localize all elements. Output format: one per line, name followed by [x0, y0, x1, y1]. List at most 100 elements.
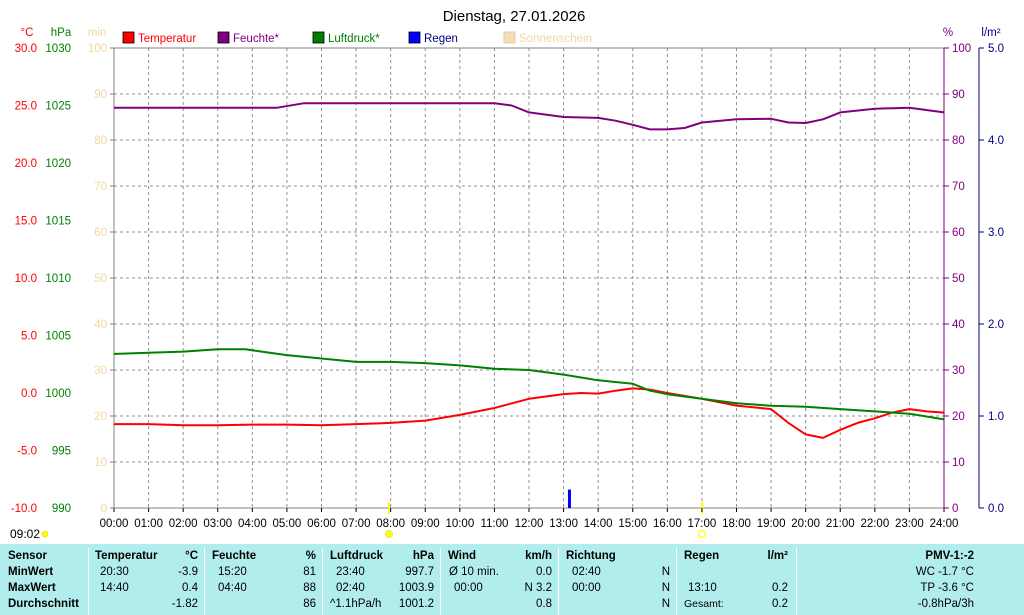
pressure-axis-tick-label: 990 — [52, 503, 71, 515]
avg-pmv-value: -0.8hPa/3h — [917, 598, 974, 610]
chart-grid — [114, 48, 944, 508]
temperature-axis-tick-label: 15.0 — [15, 216, 37, 228]
x-tick-label: 17:00 — [688, 518, 717, 530]
max-dir-value: N — [661, 582, 670, 594]
header-humidity-unit: % — [305, 550, 316, 562]
sunrise-dot — [385, 530, 393, 538]
row-min-label: MinWert — [8, 566, 54, 578]
header-pressure-unit: hPa — [412, 550, 434, 562]
avg-rain-label: Gesamt: — [684, 598, 724, 610]
x-tick-label: 06:00 — [307, 518, 336, 530]
temperature-axis-tick-label: 20.0 — [15, 158, 37, 170]
pressure-axis-tick-label: 1005 — [45, 331, 71, 343]
x-tick-label: 02:00 — [169, 518, 198, 530]
x-tick-label: 20:00 — [791, 518, 820, 530]
min-wind-label: Ø 10 min. — [449, 566, 499, 578]
rain-unit-label: l/m² — [981, 27, 1000, 39]
x-tick-label: 03:00 — [203, 518, 232, 530]
x-tick-label: 05:00 — [273, 518, 302, 530]
rain-axis-tick-label: 1.0 — [988, 411, 1004, 423]
min-temp-value: -3.9 — [178, 566, 198, 578]
max-pmv-value: TP -3.6 °C — [920, 582, 974, 594]
table-separator — [558, 548, 559, 615]
x-tick-label: 13:00 — [549, 518, 578, 530]
max-dir-time: 00:00 — [572, 582, 601, 594]
header-direction: Richtung — [566, 550, 616, 562]
header-pressure: Luftdruck — [330, 550, 384, 562]
table-separator — [440, 548, 441, 615]
sunshine-axis-tick-label: 30 — [94, 365, 107, 377]
temperature-axis-tick-label: 5.0 — [21, 331, 37, 343]
pressure-axis-tick-label: 1025 — [45, 101, 71, 113]
x-tick-label: 14:00 — [584, 518, 613, 530]
humidity-axis-tick-label: 100 — [952, 43, 971, 55]
header-wind: Wind — [448, 550, 476, 562]
humidity-axis-tick-label: 30 — [952, 365, 965, 377]
rain-bar — [567, 489, 571, 508]
x-tick-label: 22:00 — [860, 518, 889, 530]
min-hum-value: 81 — [303, 566, 316, 578]
temperature-axis-tick-label: 30.0 — [15, 43, 37, 55]
max-hum-value: 88 — [303, 582, 316, 594]
humidity-axis-tick-label: 70 — [952, 181, 965, 193]
avg-wind-value: 0.8 — [536, 598, 552, 610]
legend-label: Luftdruck* — [328, 33, 380, 45]
humidity-axis-tick-label: 0 — [952, 503, 958, 515]
row-max-label: MaxWert — [8, 582, 56, 594]
chart-axes: 00:00 01:00 02:00 03:00 04:00 05:00 06:00 07:00… — [11, 27, 1004, 530]
temperature-axis-tick-label: 0.0 — [21, 388, 37, 400]
legend-label: Temperatur — [138, 33, 196, 45]
header-sensor: Sensor — [8, 550, 47, 562]
series-line-luftdruck — [113, 348, 945, 421]
humidity-axis-tick-label: 10 — [952, 457, 965, 469]
sunshine-axis-tick-label: 90 — [94, 89, 107, 101]
sunshine-axis-unit-label: min — [88, 27, 107, 39]
sunshine-axis-tick-label: 60 — [94, 227, 107, 239]
sunshine-axis-tick-label: 50 — [94, 273, 107, 285]
x-tick-label: 15:00 — [618, 518, 647, 530]
legend-swatch — [122, 31, 135, 44]
min-pmv-value: WC -1.7 °C — [915, 566, 974, 578]
x-tick-label: 09:00 — [411, 518, 440, 530]
row-avg-label: Durchschnitt — [8, 598, 79, 610]
x-tick-label: 01:00 — [134, 518, 163, 530]
table-separator — [796, 548, 797, 615]
humidity-axis-tick-label: 20 — [952, 411, 965, 423]
sunshine-axis-tick-label: 20 — [94, 411, 107, 423]
header-rain: Regen — [684, 550, 720, 562]
footer-time: 09:02 — [10, 527, 40, 541]
max-rain-time: 13:10 — [688, 582, 717, 594]
min-wind-value: 0.0 — [536, 566, 552, 578]
chart-title: Dienstag, 27.01.2026 — [443, 8, 586, 25]
min-dir-time: 02:40 — [572, 566, 601, 578]
chart-legend: Temperatur Feuchte* Luftdruck* Regen Sonnens… — [122, 31, 592, 45]
rain-axis-tick-label: 4.0 — [988, 135, 1004, 147]
header-pmv: PMV-1:-2 — [925, 550, 974, 562]
temperature-axis-tick-label: -10.0 — [11, 503, 37, 515]
max-press-value: 1003.9 — [398, 582, 434, 594]
min-dir-value: N — [661, 566, 670, 578]
sunshine-axis-tick-label: 40 — [94, 319, 107, 331]
max-wind-value: N 3.2 — [524, 582, 553, 594]
avg-dir-value: N — [661, 598, 670, 610]
series-line-feuchte — [114, 102, 945, 131]
avg-temp-value: -1.82 — [171, 598, 198, 610]
legend-label: Sonnenschein — [519, 33, 592, 45]
sunshine-axis-tick-label: 10 — [94, 457, 107, 469]
legend-swatch — [312, 31, 325, 44]
humidity-axis-tick-label: 60 — [952, 227, 965, 239]
legend-swatch — [408, 31, 421, 44]
humidity-axis-tick-label: 50 — [952, 273, 965, 285]
x-tick-label: 12:00 — [515, 518, 544, 530]
temperature-axis-tick-label: 10.0 — [15, 273, 37, 285]
x-tick-label: 18:00 — [722, 518, 751, 530]
avg-hum-value: 86 — [303, 598, 316, 610]
x-tick-label: 24:00 — [930, 518, 959, 530]
table-separator — [88, 548, 89, 615]
min-temp-time: 20:30 — [100, 566, 129, 578]
header-temperature-unit: °C — [185, 550, 198, 562]
sunshine-axis-tick-label: 100 — [88, 43, 107, 55]
humidity-axis-tick-label: 40 — [952, 319, 965, 331]
x-tick-label: 21:00 — [826, 518, 855, 530]
rain-axis-tick-label: 2.0 — [988, 319, 1004, 331]
